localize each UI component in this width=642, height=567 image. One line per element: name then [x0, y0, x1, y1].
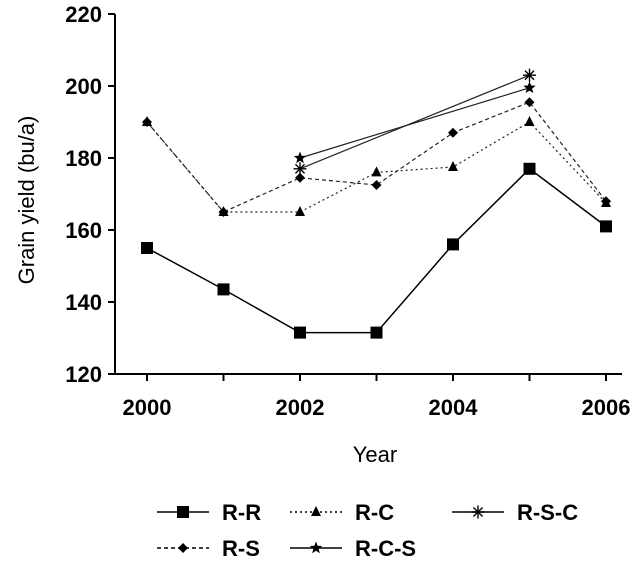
legend-marker: [177, 506, 189, 518]
series-r-c: [142, 116, 611, 216]
series-r-s: [142, 97, 611, 217]
series-r-c-s: [293, 81, 536, 164]
x-tick-label: 2004: [429, 395, 479, 420]
legend-item-r-c: R-C: [290, 500, 394, 525]
series-r-r: [141, 162, 612, 339]
legend-item-r-s: R-S: [157, 536, 260, 561]
y-axis-ticks: 120 140 160 180 200 220: [65, 2, 115, 387]
data-point: [523, 162, 536, 175]
data-point: [524, 116, 535, 126]
legend-label: R-C: [355, 500, 394, 525]
legend: R-R R-C R-S-C R-S R-C-S: [157, 500, 578, 561]
data-point: [141, 242, 153, 254]
series-line: [299, 74, 530, 170]
x-axis-ticks: 2000 2002 2004 2006: [123, 374, 631, 420]
series-line: [146, 167, 607, 334]
data-point: [217, 283, 230, 296]
data-point: [293, 162, 307, 176]
y-tick-label: 120: [65, 362, 102, 387]
legend-marker: [178, 543, 188, 553]
data-point: [523, 68, 536, 82]
legend-marker: [471, 505, 485, 519]
data-point: [448, 127, 458, 138]
series-layer: [141, 68, 612, 339]
series-line: [146, 101, 607, 213]
y-tick-label: 220: [65, 2, 102, 27]
legend-item-r-c-s: R-C-S: [290, 536, 416, 561]
data-point: [293, 151, 307, 164]
legend-item-r-s-c: R-S-C: [452, 500, 578, 525]
legend-item-r-r: R-R: [157, 500, 261, 525]
series-line: [299, 87, 530, 159]
x-axis-title: Year: [353, 442, 397, 467]
y-axis-title: Grain yield (bu/a): [14, 116, 39, 285]
plot-frame: [114, 14, 622, 375]
y-tick-label: 140: [65, 290, 102, 315]
legend-marker: [311, 506, 321, 516]
x-tick-label: 2006: [582, 395, 631, 420]
legend-label: R-C-S: [355, 536, 416, 561]
y-tick-label: 180: [65, 146, 102, 171]
data-point: [448, 161, 458, 171]
data-point: [600, 220, 612, 233]
data-point: [523, 81, 536, 94]
y-tick-label: 160: [65, 218, 102, 243]
data-point: [218, 207, 229, 217]
data-point: [294, 326, 306, 339]
y-tick-label: 200: [65, 74, 102, 99]
x-tick-label: 2000: [123, 395, 172, 420]
legend-label: R-R: [222, 500, 261, 525]
legend-marker: [309, 541, 323, 554]
data-point: [370, 326, 383, 339]
x-tick-label: 2002: [276, 395, 325, 420]
legend-label: R-S: [222, 536, 260, 561]
data-point: [601, 196, 611, 207]
legend-label: R-S-C: [517, 500, 578, 525]
data-point: [295, 206, 305, 216]
series-r-s-c: [293, 68, 536, 176]
data-point: [371, 166, 382, 177]
data-point: [371, 180, 382, 190]
data-point: [447, 238, 459, 251]
data-point: [295, 172, 305, 183]
data-point: [142, 117, 152, 127]
data-point: [524, 97, 535, 108]
